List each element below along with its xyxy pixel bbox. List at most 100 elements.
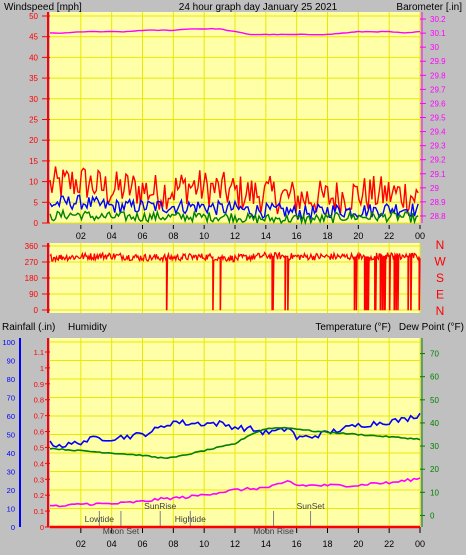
windspeed-tick-label: 45 xyxy=(29,33,38,42)
x-tick-label: 00 xyxy=(415,231,425,241)
gust-line xyxy=(49,166,419,215)
x-tick-label: 06 xyxy=(137,539,147,549)
barometer-tick-label: 30 xyxy=(430,43,439,52)
rainfall-tick-label: 0 xyxy=(40,523,44,532)
direction-tick-label: 360 xyxy=(25,242,39,251)
barometer-tick-label: 28.9 xyxy=(430,198,446,207)
temperature-tick-label: 50 xyxy=(430,396,439,405)
humidity-tick-label: 0 xyxy=(11,523,15,532)
event-label: Moon Rise xyxy=(253,526,294,536)
direction-tick-label: 270 xyxy=(25,258,39,267)
lower-header: Rainfall (.in) Humidity Temperature (°F)… xyxy=(2,322,464,333)
x-tick-label: 14 xyxy=(261,231,271,241)
x-tick-label: 12 xyxy=(230,231,240,241)
humidity-tick-label: 60 xyxy=(7,412,15,421)
barometer-axis-label: Barometer [.in] xyxy=(396,2,462,13)
barometer-tick-label: 29.2 xyxy=(430,156,446,165)
barometer-tick-label: 29.3 xyxy=(430,142,446,151)
compass-label: N xyxy=(436,304,445,318)
windspeed-tick-label: 30 xyxy=(29,95,38,104)
humidity-tick-label: 50 xyxy=(7,431,15,440)
rainfall-axis-label: Rainfall (.in) xyxy=(2,322,55,333)
rainfall-tick-label: 0.6 xyxy=(34,428,44,437)
barometer-tick-label: 29.4 xyxy=(430,128,446,137)
event-label: SunSet xyxy=(297,501,326,511)
x-tick-label: 04 xyxy=(107,231,117,241)
temperature-tick-label: 60 xyxy=(430,373,439,382)
rainfall-tick-label: 0.8 xyxy=(34,396,44,405)
humidity-tick-label: 10 xyxy=(7,505,15,514)
x-tick-label: 22 xyxy=(384,539,394,549)
barometer-tick-label: 28.8 xyxy=(430,212,446,221)
x-tick-label: 16 xyxy=(292,539,302,549)
windspeed-tick-label: 15 xyxy=(29,157,38,166)
x-tick-label: 08 xyxy=(168,539,178,549)
chart-title: 24 hour graph day January 25 2021 xyxy=(179,2,338,13)
windspeed-axis-label: Windspeed [mph] xyxy=(4,2,82,13)
x-tick-label: 02 xyxy=(76,231,86,241)
compass-label: E xyxy=(436,288,444,302)
x-tick-label: 10 xyxy=(199,231,209,241)
temperature-tick-label: 10 xyxy=(430,488,439,497)
event-label: SunRise xyxy=(144,501,176,511)
barometer-tick-label: 29.7 xyxy=(430,85,446,94)
lull-line xyxy=(49,208,419,226)
direction-tick-label: 0 xyxy=(34,306,39,315)
rainfall-tick-label: 0.4 xyxy=(34,459,44,468)
humidity-tick-label: 80 xyxy=(7,375,15,384)
humidity-line xyxy=(49,412,421,449)
barometer-tick-label: 30.2 xyxy=(430,15,446,24)
x-tick-label: 06 xyxy=(137,231,147,241)
x-tick-label: 14 xyxy=(261,539,271,549)
x-tick-label: 18 xyxy=(322,539,332,549)
rainfall-tick-label: 0.2 xyxy=(34,491,44,500)
rainfall-tick-label: 1 xyxy=(40,364,44,373)
x-tick-label: 08 xyxy=(168,231,178,241)
temperature-tick-label: 70 xyxy=(430,350,439,359)
wind-barometer-plot: 0 5 10 15 20 25 30 35 40 45 50 28.8 28.9 29 29.1 29.2 29… xyxy=(29,12,446,241)
temperature-tick-label: 40 xyxy=(430,419,439,428)
dew-point-axis-label: Dew Point (°F) xyxy=(399,322,464,333)
barometer-tick-label: 30.1 xyxy=(430,29,446,38)
humidity-tick-label: 30 xyxy=(7,468,15,477)
windspeed-tick-label: 50 xyxy=(29,12,38,21)
dew_point-line xyxy=(49,477,421,508)
event-label: Hightide xyxy=(175,514,206,524)
rainfall-tick-label: 0.7 xyxy=(34,412,44,421)
compass-label: W xyxy=(434,255,446,269)
x-tick-label: 18 xyxy=(322,231,332,241)
x-tick-label: 12 xyxy=(230,539,240,549)
temperature-line xyxy=(49,426,421,460)
barometer-tick-label: 29.9 xyxy=(430,57,446,66)
windspeed-tick-label: 40 xyxy=(29,53,38,62)
x-tick-label: 22 xyxy=(384,231,394,241)
x-tick-label: 20 xyxy=(353,231,363,241)
direction-tick-label: 180 xyxy=(25,274,39,283)
barometer-tick-label: 29.6 xyxy=(430,99,446,108)
x-tick-label: 16 xyxy=(292,231,302,241)
barometer-tick-label: 29.8 xyxy=(430,71,446,80)
humidity-tick-label: 20 xyxy=(7,486,15,495)
barometer-tick-label: 29.1 xyxy=(430,170,446,179)
event-label: Moon Set xyxy=(103,526,140,536)
x-tick-label: 10 xyxy=(199,539,209,549)
wind-direction-line xyxy=(49,250,421,311)
rainfall-tick-label: 0.9 xyxy=(34,380,44,389)
rainfall-tick-label: 1.1 xyxy=(34,348,44,357)
avg-line xyxy=(49,194,419,220)
header: Windspeed [mph] 24 hour graph day Januar… xyxy=(4,2,462,13)
rainfall-tick-label: 0.5 xyxy=(34,443,44,452)
x-tick-label: 20 xyxy=(353,539,363,549)
windspeed-tick-label: 35 xyxy=(29,74,38,83)
windspeed-tick-label: 10 xyxy=(29,178,38,187)
barometer-tick-label: 29.5 xyxy=(430,114,446,123)
humidity-tick-label: 90 xyxy=(7,357,15,366)
x-tick-label: 00 xyxy=(415,539,425,549)
humidity-tick-label: 100 xyxy=(2,338,15,347)
humidity-tick-label: 40 xyxy=(7,449,15,458)
x-tick-label: 04 xyxy=(107,539,117,549)
rainfall-tick-label: 0.1 xyxy=(34,507,44,516)
windspeed-tick-label: 25 xyxy=(29,116,38,125)
